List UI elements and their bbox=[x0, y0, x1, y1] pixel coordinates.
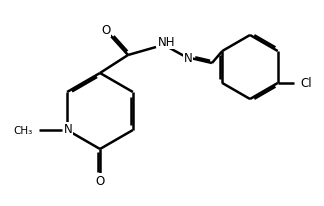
Text: NH: NH bbox=[158, 36, 176, 49]
Text: CH₃: CH₃ bbox=[13, 125, 33, 135]
Text: N: N bbox=[184, 52, 192, 65]
Text: Cl: Cl bbox=[301, 77, 312, 90]
Text: O: O bbox=[101, 24, 110, 37]
Text: N: N bbox=[64, 123, 73, 136]
Text: O: O bbox=[95, 174, 105, 187]
